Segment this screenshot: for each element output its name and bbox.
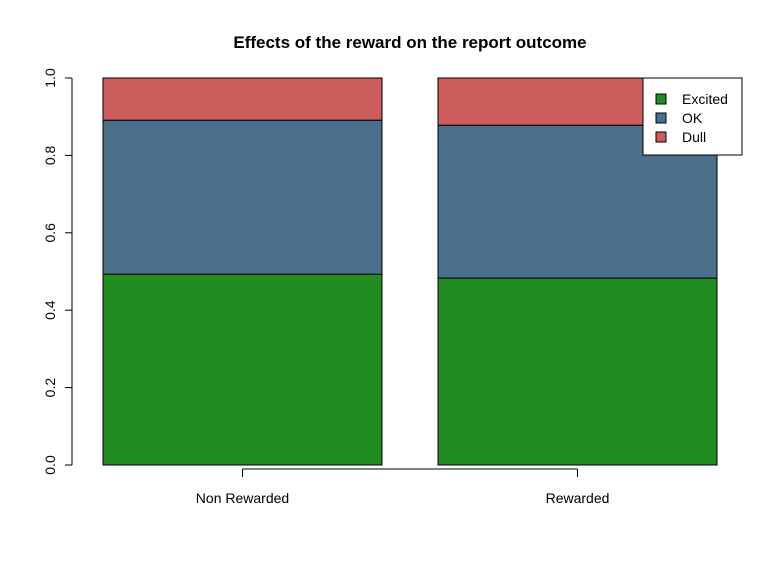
bar-excited	[437, 277, 718, 466]
bar-dull	[102, 77, 383, 121]
y-tick-label: 0.4	[42, 300, 58, 320]
y-tick-label: 0.8	[42, 145, 58, 165]
legend-swatch	[655, 112, 667, 124]
legend-swatch	[655, 131, 667, 143]
bar-ok	[102, 119, 383, 275]
x-tick-label: Non Rewarded	[196, 490, 289, 506]
chart-title: Effects of the reward on the report outc…	[233, 33, 586, 52]
y-tick-label: 0.6	[42, 223, 58, 243]
bars	[102, 77, 718, 466]
x-axis: Non Rewarded Rewarded	[196, 468, 610, 506]
y-tick-label: 1.0	[42, 68, 58, 88]
bar-excited	[102, 273, 383, 466]
legend-label: Dull	[682, 129, 706, 145]
legend-label: OK	[682, 110, 703, 126]
y-axis: 0.0 0.2 0.4 0.6 0.8 1.0	[42, 68, 73, 475]
x-tick-label: Rewarded	[546, 490, 610, 506]
legend: Excited OK Dull	[642, 77, 743, 156]
legend-swatch	[655, 93, 667, 105]
legend-label: Excited	[682, 91, 728, 107]
y-tick-label: 0.2	[42, 378, 58, 398]
y-tick-label: 0.0	[42, 455, 58, 475]
